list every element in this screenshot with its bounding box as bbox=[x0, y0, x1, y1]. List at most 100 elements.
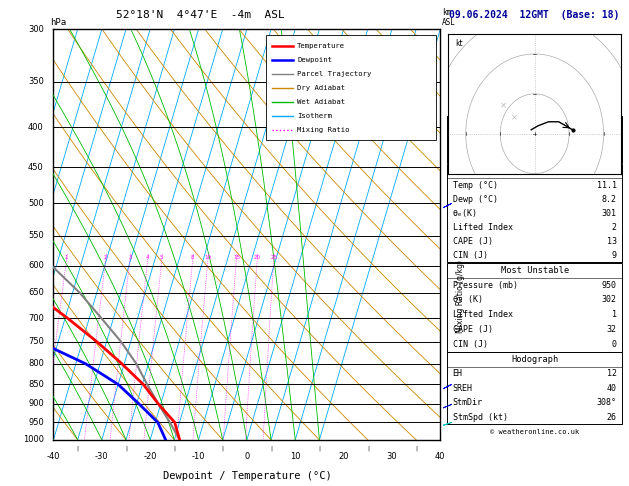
Text: 3: 3 bbox=[442, 313, 447, 323]
Text: θₑ(K): θₑ(K) bbox=[453, 209, 477, 218]
Text: Isotherm: Isotherm bbox=[297, 113, 332, 119]
Text: 20: 20 bbox=[338, 452, 349, 461]
Text: CIN (J): CIN (J) bbox=[453, 340, 487, 348]
Text: Dewpoint / Temperature (°C): Dewpoint / Temperature (°C) bbox=[162, 471, 331, 482]
Text: 0: 0 bbox=[612, 340, 617, 348]
Text: EH: EH bbox=[453, 369, 462, 379]
Text: Hodograph: Hodograph bbox=[511, 355, 559, 364]
Text: 13: 13 bbox=[607, 237, 617, 246]
Text: 8.2: 8.2 bbox=[602, 195, 617, 204]
Text: 3: 3 bbox=[128, 255, 131, 260]
Text: km
ASL: km ASL bbox=[442, 8, 456, 27]
Text: ×: × bbox=[511, 113, 518, 122]
Text: 950: 950 bbox=[28, 418, 44, 427]
Text: 750: 750 bbox=[28, 337, 44, 346]
Text: 25: 25 bbox=[270, 255, 277, 260]
Text: 0: 0 bbox=[244, 452, 250, 461]
Text: |: | bbox=[174, 446, 175, 451]
Text: 7: 7 bbox=[442, 131, 447, 140]
Text: CAPE (J): CAPE (J) bbox=[453, 325, 493, 334]
Text: 550: 550 bbox=[28, 231, 44, 241]
Text: 9: 9 bbox=[612, 251, 617, 260]
Text: |: | bbox=[367, 446, 369, 451]
Text: -20: -20 bbox=[143, 452, 157, 461]
Text: Lifted Index: Lifted Index bbox=[453, 310, 513, 319]
Text: 300: 300 bbox=[28, 25, 44, 34]
Text: ×: × bbox=[500, 101, 507, 110]
Text: CAPE (J): CAPE (J) bbox=[453, 237, 493, 246]
Text: 15: 15 bbox=[233, 255, 240, 260]
Text: 1: 1 bbox=[612, 310, 617, 319]
Text: |: | bbox=[77, 446, 79, 451]
Text: |: | bbox=[125, 446, 127, 451]
Text: 600: 600 bbox=[28, 261, 44, 270]
Text: kt: kt bbox=[455, 39, 463, 48]
Text: © weatheronline.co.uk: © weatheronline.co.uk bbox=[490, 429, 579, 435]
Text: 1: 1 bbox=[442, 399, 447, 408]
Text: Wet Adiabat: Wet Adiabat bbox=[297, 99, 345, 104]
Text: 4: 4 bbox=[146, 255, 149, 260]
Text: StmDir: StmDir bbox=[453, 398, 482, 407]
Bar bbox=[266, 35, 437, 140]
Text: Dry Adiabat: Dry Adiabat bbox=[297, 85, 345, 91]
Text: 09.06.2024  12GMT  (Base: 18): 09.06.2024 12GMT (Base: 18) bbox=[450, 10, 620, 20]
Text: 40: 40 bbox=[435, 452, 445, 461]
Text: 10: 10 bbox=[290, 452, 301, 461]
Text: |: | bbox=[221, 446, 224, 451]
Text: 6: 6 bbox=[442, 179, 447, 188]
Text: |: | bbox=[318, 446, 320, 451]
Text: 2: 2 bbox=[442, 357, 447, 365]
Text: 1.71: 1.71 bbox=[597, 151, 617, 160]
Text: θₑ (K): θₑ (K) bbox=[453, 295, 482, 304]
Text: 800: 800 bbox=[28, 359, 44, 368]
Text: 1000: 1000 bbox=[23, 435, 44, 444]
Text: 2: 2 bbox=[104, 255, 108, 260]
Text: 11.1: 11.1 bbox=[597, 181, 617, 190]
Text: 350: 350 bbox=[28, 77, 44, 86]
Text: Most Unstable: Most Unstable bbox=[501, 266, 569, 275]
Text: StmSpd (kt): StmSpd (kt) bbox=[453, 413, 508, 421]
Text: Dewp (°C): Dewp (°C) bbox=[453, 195, 498, 204]
Text: Temperature: Temperature bbox=[297, 43, 345, 49]
Bar bbox=[447, 263, 622, 351]
Text: hPa: hPa bbox=[50, 17, 67, 27]
Text: Surface: Surface bbox=[516, 167, 553, 175]
Text: Totals Totals: Totals Totals bbox=[453, 135, 518, 144]
Text: 308°: 308° bbox=[597, 398, 617, 407]
Text: SREH: SREH bbox=[453, 384, 472, 393]
Text: 301: 301 bbox=[602, 209, 617, 218]
Text: 40: 40 bbox=[607, 384, 617, 393]
Text: CIN (J): CIN (J) bbox=[453, 251, 487, 260]
Text: 950: 950 bbox=[602, 280, 617, 290]
Text: Temp (°C): Temp (°C) bbox=[453, 181, 498, 190]
Text: 54: 54 bbox=[607, 135, 617, 144]
Text: 900: 900 bbox=[28, 399, 44, 408]
Text: 4: 4 bbox=[442, 270, 447, 279]
Bar bbox=[447, 352, 622, 424]
Bar bbox=[447, 116, 622, 163]
Text: 10: 10 bbox=[204, 255, 211, 260]
Text: Parcel Trajectory: Parcel Trajectory bbox=[297, 71, 372, 77]
Text: 8: 8 bbox=[191, 255, 194, 260]
Text: 650: 650 bbox=[28, 288, 44, 297]
Text: 850: 850 bbox=[28, 380, 44, 389]
Text: |: | bbox=[270, 446, 272, 451]
Text: 400: 400 bbox=[28, 123, 44, 132]
Text: 1: 1 bbox=[65, 255, 69, 260]
Text: LCL: LCL bbox=[442, 423, 456, 432]
Text: 30: 30 bbox=[387, 452, 398, 461]
Text: |: | bbox=[415, 446, 417, 451]
Text: 20: 20 bbox=[253, 255, 260, 260]
Text: K: K bbox=[453, 119, 457, 128]
Text: Mixing Ratio (g/kg): Mixing Ratio (g/kg) bbox=[456, 260, 465, 332]
Text: 12: 12 bbox=[607, 369, 617, 379]
Text: 5: 5 bbox=[442, 225, 447, 234]
Text: 26: 26 bbox=[607, 413, 617, 421]
Text: 700: 700 bbox=[28, 313, 44, 323]
Text: 52°18'N  4°47'E  -4m  ASL: 52°18'N 4°47'E -4m ASL bbox=[116, 10, 285, 20]
Text: Mixing Ratio: Mixing Ratio bbox=[297, 126, 350, 133]
Text: -30: -30 bbox=[95, 452, 109, 461]
Text: 450: 450 bbox=[28, 163, 44, 172]
Text: 32: 32 bbox=[607, 325, 617, 334]
Text: Lifted Index: Lifted Index bbox=[453, 223, 513, 232]
